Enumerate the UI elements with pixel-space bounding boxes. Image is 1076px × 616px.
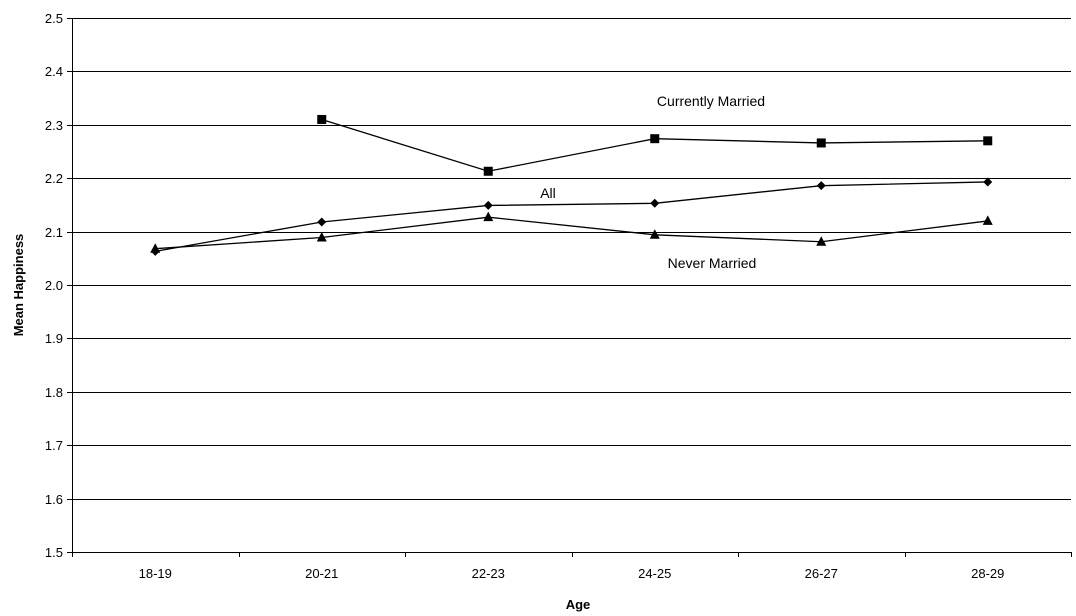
- data-point-triangle: [150, 243, 161, 253]
- y-tick-label: 1.9: [45, 331, 63, 346]
- axes: [67, 18, 1072, 557]
- data-point-diamond: [650, 198, 660, 208]
- series-all: [150, 177, 993, 256]
- data-point-diamond: [983, 177, 993, 187]
- gridlines: [72, 18, 1071, 500]
- data-point-triangle: [816, 236, 827, 246]
- y-tick-label: 1.5: [45, 545, 63, 560]
- series-label-currently-married: Currently Married: [657, 93, 765, 109]
- series-line: [321, 118, 988, 172]
- series-never-married: [150, 211, 993, 253]
- data-point-square: [650, 134, 660, 144]
- data-point-diamond: [816, 181, 826, 191]
- data-point-square: [317, 114, 327, 124]
- x-tick-label: 28-29: [971, 566, 1004, 581]
- x-tick-label: 26-27: [805, 566, 838, 581]
- y-tick-label: 1.8: [45, 385, 63, 400]
- series-line: [155, 216, 988, 250]
- data-point-square: [816, 138, 826, 148]
- data-point-square: [983, 136, 993, 146]
- x-tick-label: 20-21: [305, 566, 338, 581]
- series-label-all: All: [540, 185, 556, 201]
- x-tick-label: 24-25: [638, 566, 671, 581]
- series-label-never-married: Never Married: [668, 255, 757, 271]
- y-axis-title: Mean Happiness: [11, 234, 26, 337]
- y-tick-label: 1.7: [45, 438, 63, 453]
- series-currently-married: [317, 114, 993, 176]
- x-tick-label: 18-19: [139, 566, 172, 581]
- data-point-diamond: [317, 217, 327, 227]
- y-tick-label: 2.1: [45, 225, 63, 240]
- x-tick-labels: 18-19 20-21 22-23 24-25 26-27 28-29: [139, 566, 1005, 581]
- series-labels: Currently Married All Never Married: [540, 93, 765, 271]
- data-point-triangle: [649, 229, 660, 239]
- y-tick-label: 2.0: [45, 278, 63, 293]
- x-tick-label: 22-23: [472, 566, 505, 581]
- y-tick-label: 2.3: [45, 118, 63, 133]
- y-tick-labels: 1.5 1.6 1.7 1.8 1.9 2.0 2.1 2.2 2.3 2.4 2.5: [45, 11, 63, 560]
- data-point-triangle: [982, 215, 993, 225]
- series: [150, 114, 993, 256]
- data-point-triangle: [316, 231, 327, 242]
- y-tick-label: 2.2: [45, 171, 63, 186]
- series-line: [155, 181, 988, 252]
- data-point-diamond: [483, 200, 493, 210]
- data-point-square: [483, 166, 493, 176]
- x-axis-title: Age: [566, 597, 591, 612]
- y-tick-label: 1.6: [45, 492, 63, 507]
- data-point-triangle: [483, 211, 494, 222]
- y-tick-label: 2.5: [45, 11, 63, 26]
- y-tick-label: 2.4: [45, 64, 63, 79]
